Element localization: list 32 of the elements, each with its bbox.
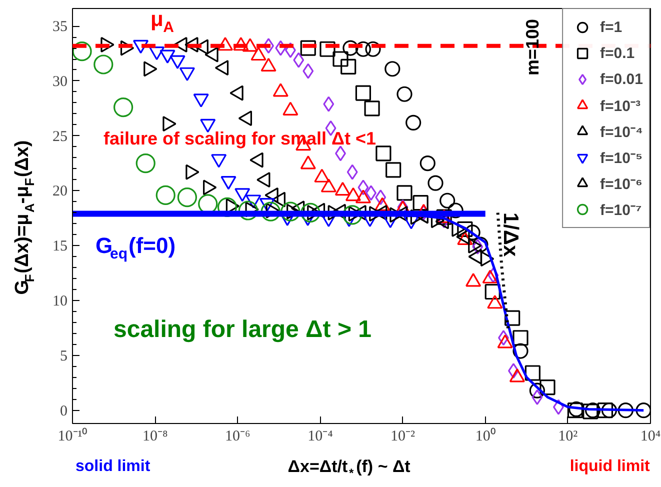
y-tick-label: 20 — [52, 184, 68, 200]
y-tick-label: 0 — [60, 403, 68, 420]
y-tick-label: 10 — [52, 294, 68, 310]
legend-label: f=10⁻³ — [600, 97, 640, 115]
y-tick-label: 25 — [52, 128, 68, 145]
x-axis-title: Δx=Δt/t*(f) ~ Δt — [288, 457, 411, 480]
x-tick-label: 10⁻² — [390, 428, 416, 444]
annotation: failure of scaling for small Δt <1 — [104, 128, 376, 148]
x-tick-label: 10⁰ — [475, 428, 496, 444]
y-axis-title: GF(Δx)=μA-μF(Δx) — [12, 140, 38, 295]
annotation: scaling for large Δt > 1 — [114, 316, 372, 343]
annotation: 1/Δx — [499, 212, 522, 258]
x-tick-label: 10² — [558, 428, 578, 444]
x-tick-label: 10⁻⁸ — [142, 428, 168, 444]
legend-label: f=10⁻⁷ — [600, 201, 642, 219]
legend-label: f=10⁻⁴ — [600, 123, 643, 141]
text: liquid limit — [570, 458, 651, 475]
text: solid limit — [76, 458, 151, 475]
annotation: m=100 — [522, 18, 542, 76]
y-tick-label: 15 — [52, 238, 68, 255]
legend-label: f=0.1 — [600, 44, 635, 62]
legend-label: f=0.01 — [600, 70, 643, 88]
x-tick-label: 10⁴ — [640, 428, 661, 444]
y-tick-label: 5 — [60, 348, 68, 364]
legend-label: f=10⁻⁶ — [600, 175, 642, 193]
legend-label: f=1 — [600, 18, 622, 36]
y-tick-label: 35 — [52, 19, 68, 36]
legend-label: f=10⁻⁵ — [600, 149, 643, 167]
x-tick-label: 10⁻⁴ — [308, 428, 333, 444]
x-tick-label: 10⁻¹⁰ — [58, 428, 88, 444]
y-tick-label: 30 — [52, 74, 68, 90]
x-tick-label: 10⁻⁶ — [225, 428, 250, 444]
